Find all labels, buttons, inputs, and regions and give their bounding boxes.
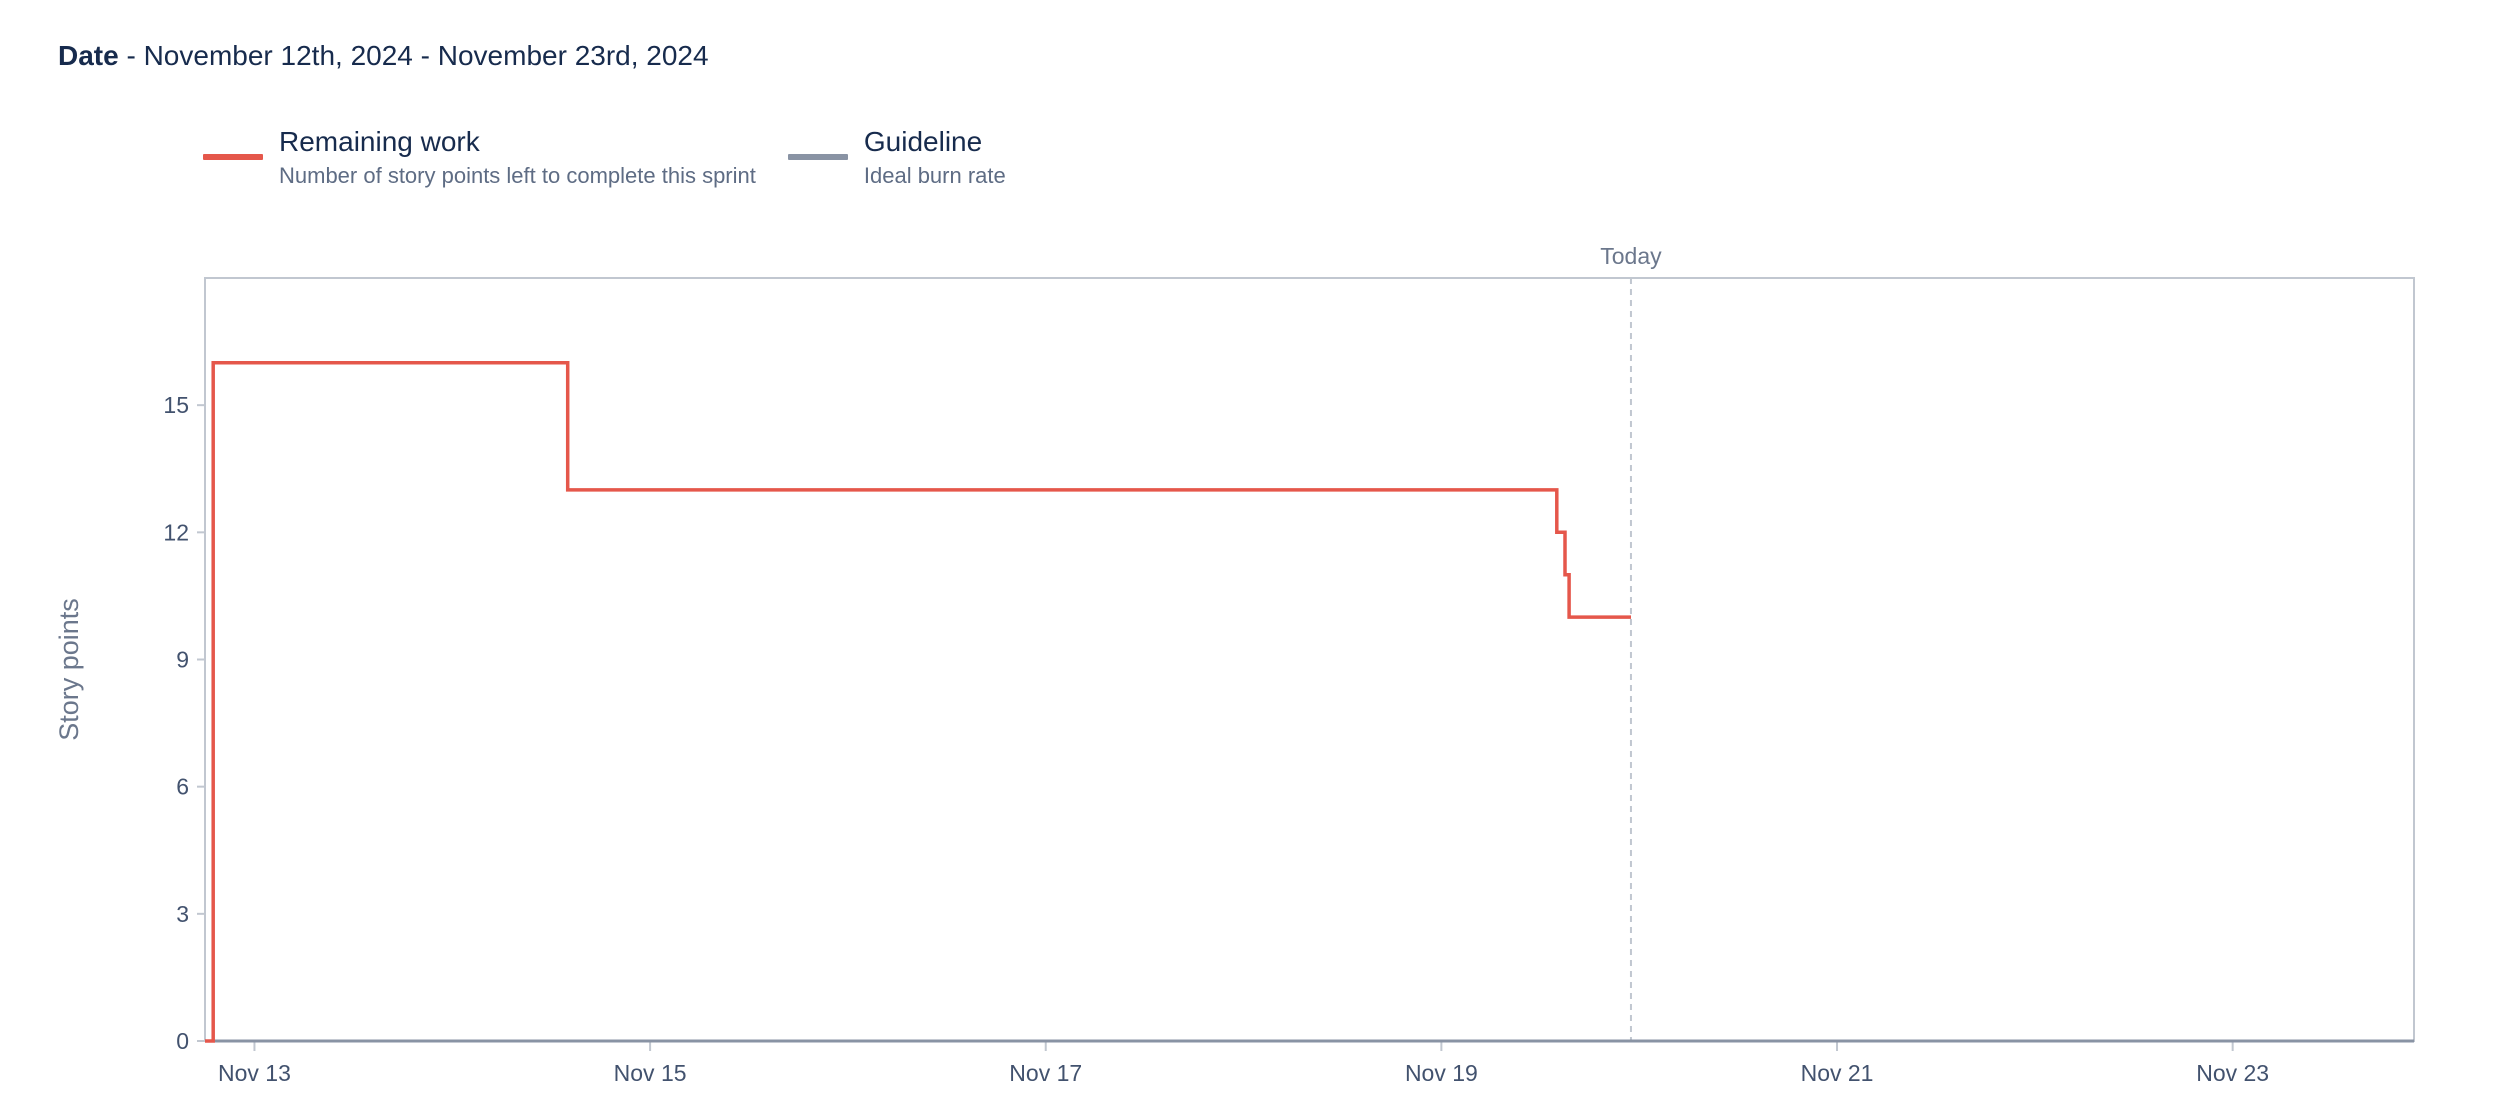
date-label: Date bbox=[58, 40, 119, 71]
x-tick-label: Nov 15 bbox=[614, 1060, 687, 1086]
y-tick-label: 6 bbox=[176, 774, 189, 800]
guideline-swatch bbox=[787, 154, 848, 160]
legend-description: Ideal burn rate bbox=[863, 163, 1006, 188]
x-tick-label: Nov 21 bbox=[1801, 1060, 1874, 1086]
x-tick-label: Nov 13 bbox=[218, 1060, 291, 1086]
legend-description: Number of story points left to complete … bbox=[279, 163, 756, 188]
x-tick-label: Nov 23 bbox=[2196, 1060, 2269, 1086]
legend-item-guideline[interactable]: Guideline Ideal burn rate bbox=[787, 124, 1006, 192]
y-tick-label: 12 bbox=[163, 519, 189, 545]
y-axis-title: Story points bbox=[54, 598, 84, 741]
y-tick-label: 0 bbox=[176, 1028, 189, 1054]
legend-title: Remaining work bbox=[279, 126, 480, 157]
legend-item-remaining-work[interactable]: Remaining work Number of story points le… bbox=[203, 124, 756, 192]
plot-area bbox=[204, 277, 2415, 1042]
today-marker-label: Today bbox=[1600, 243, 1662, 269]
remaining-work-swatch bbox=[203, 154, 263, 160]
y-tick-label: 15 bbox=[163, 392, 189, 418]
remaining-work-series-line bbox=[205, 361, 1631, 1043]
date-range-header: Date - November 12th, 2024 - November 23… bbox=[58, 40, 709, 72]
series-layer bbox=[205, 361, 2414, 1043]
x-axis: Nov 13 Nov 15 Nov 17 Nov 19 Nov 21 Nov 23 bbox=[218, 1041, 2269, 1086]
x-tick-label: Nov 17 bbox=[1009, 1060, 1082, 1086]
chart-legend: Remaining work Number of story points le… bbox=[203, 124, 1006, 192]
date-range-text: - November 12th, 2024 - November 23rd, 2… bbox=[118, 40, 709, 71]
y-axis: 0 3 6 9 12 15 bbox=[163, 392, 205, 1054]
x-tick-label: Nov 19 bbox=[1405, 1060, 1478, 1086]
y-tick-label: 9 bbox=[176, 647, 189, 673]
legend-title: Guideline bbox=[863, 126, 983, 157]
y-tick-label: 3 bbox=[176, 901, 189, 927]
